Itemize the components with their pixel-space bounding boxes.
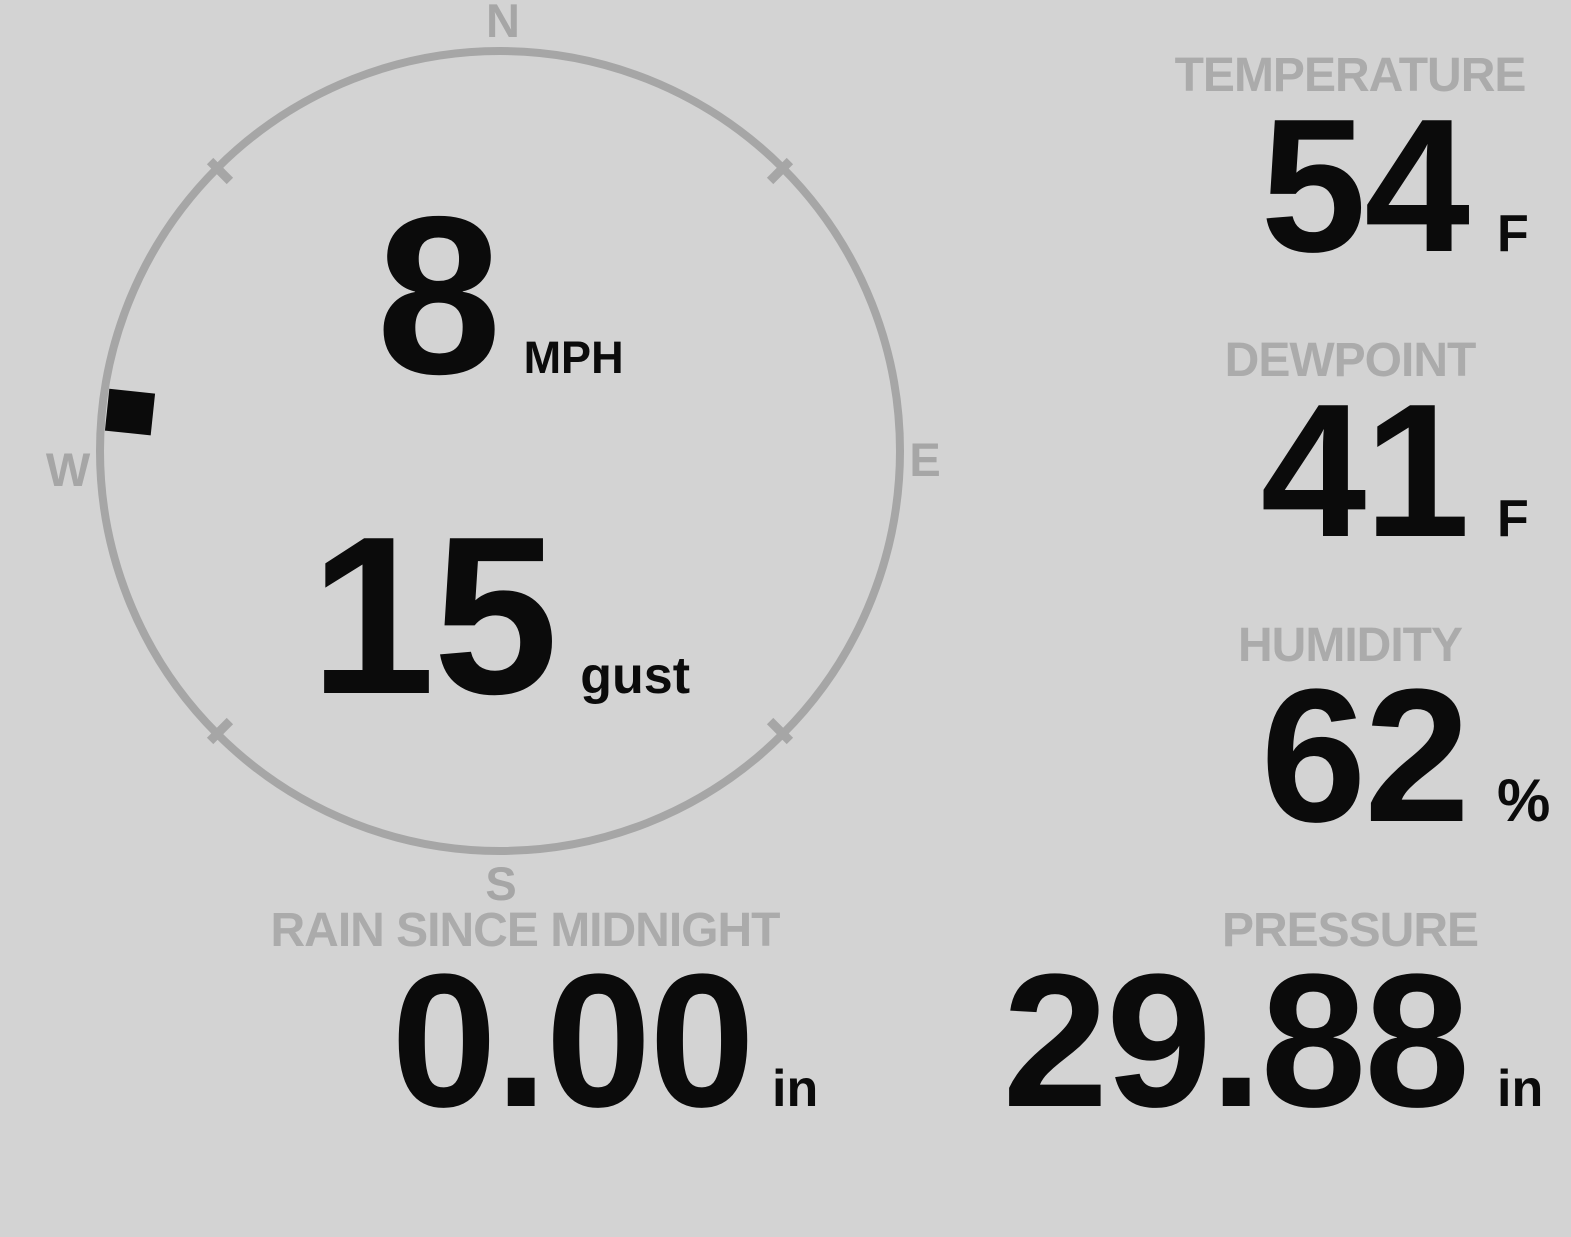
- metric-dewpoint-unit: F: [1497, 490, 1529, 548]
- compass-dial: [96, 47, 904, 855]
- compass-label-north: N: [486, 0, 520, 47]
- compass-tick-se-icon: [766, 717, 794, 745]
- wind-gust-unit: gust: [580, 647, 691, 705]
- metric-humidity: HUMIDITY 62 %: [1170, 619, 1551, 862]
- compass-tick-sw-icon: [206, 717, 234, 745]
- metric-temperature-unit: F: [1497, 205, 1529, 263]
- metric-temperature: TEMPERATURE 54 F: [1170, 49, 1530, 292]
- compass-ring-icon: [96, 47, 904, 855]
- metric-dewpoint-value: 41: [1260, 365, 1470, 577]
- metric-rain: RAIN SINCE MIDNIGHT 0.00 in: [225, 904, 825, 1147]
- metric-humidity-value: 62: [1260, 650, 1470, 862]
- metric-rain-value: 0.00: [391, 935, 755, 1147]
- compass-tick-nw-icon: [206, 157, 234, 185]
- metric-temperature-value: 54: [1260, 80, 1470, 292]
- wind-speed: 8 MPH: [140, 183, 860, 408]
- compass-label-south: S: [485, 857, 517, 910]
- metric-humidity-unit: %: [1497, 767, 1551, 834]
- wind-gust-value: 15: [309, 489, 558, 741]
- metric-rain-label: RAIN SINCE MIDNIGHT: [270, 904, 781, 957]
- compass-label-west: W: [45, 443, 91, 496]
- wind-speed-unit: MPH: [523, 332, 624, 383]
- compass-label-east: E: [909, 433, 941, 486]
- wind-direction-marker-icon: [104, 388, 156, 436]
- metric-dewpoint-label: DEWPOINT: [1224, 334, 1477, 387]
- metric-pressure-label: PRESSURE: [1221, 904, 1479, 957]
- compass-tick-ne-icon: [766, 157, 794, 185]
- metric-dewpoint: DEWPOINT 41 F: [1170, 334, 1530, 577]
- metric-rain-unit: in: [772, 1060, 819, 1118]
- metric-pressure-unit: in: [1497, 1060, 1544, 1118]
- wind-gust: 15 gust: [140, 503, 860, 728]
- metric-humidity-label: HUMIDITY: [1238, 619, 1463, 672]
- wind-speed-value: 8: [376, 169, 501, 421]
- metric-pressure: PRESSURE 29.88 in: [1003, 904, 1544, 1137]
- metric-temperature-label: TEMPERATURE: [1174, 49, 1527, 102]
- metric-pressure-value: 29.88: [1002, 935, 1470, 1147]
